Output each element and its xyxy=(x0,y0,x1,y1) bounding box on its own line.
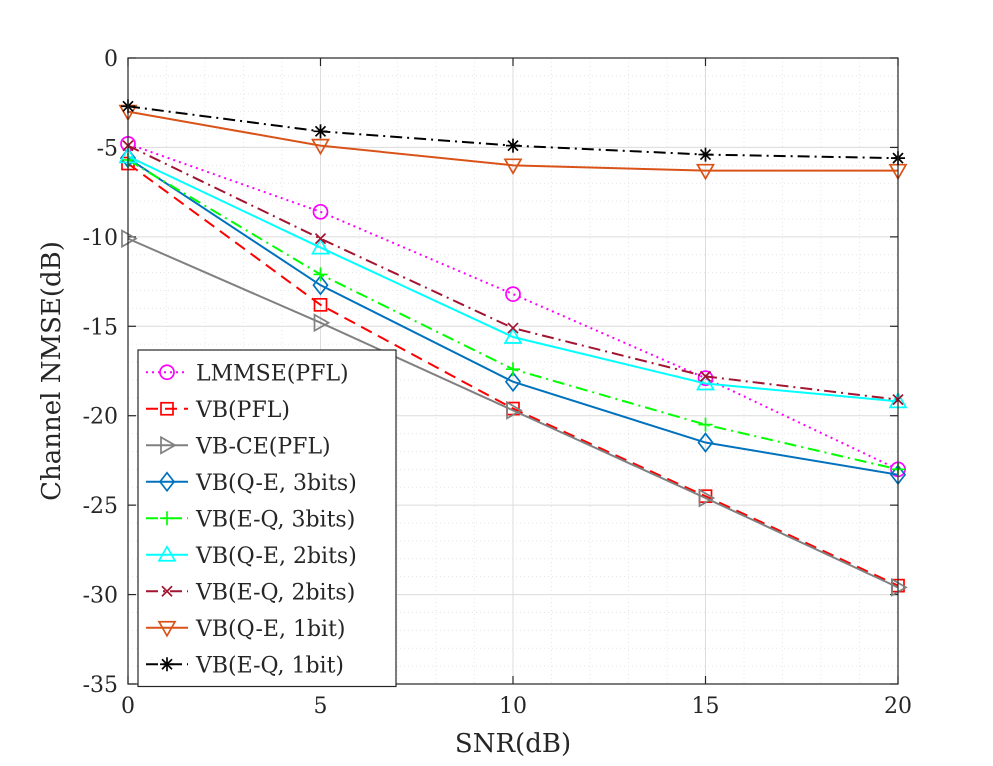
legend-entry: LMMSE(PFL) xyxy=(146,361,349,386)
x-axis-label: SNR(dB) xyxy=(455,729,571,759)
legend-label: VB-CE(PFL) xyxy=(195,434,331,459)
series-line xyxy=(127,157,899,476)
legend-marker xyxy=(160,435,177,455)
data-point xyxy=(121,229,138,249)
data-point xyxy=(504,371,522,393)
y-tick-label: 0 xyxy=(104,47,118,72)
plot-frame xyxy=(127,57,899,685)
legend-label: VB(Q-E, 2bits) xyxy=(195,544,357,569)
x-tick-label: 15 xyxy=(692,694,720,719)
data-point xyxy=(314,233,327,245)
legend-entry: VB(Q-E, 2bits) xyxy=(146,544,357,569)
data-point xyxy=(698,147,713,162)
series-line xyxy=(127,110,898,172)
legend-entry: VB-CE(PFL) xyxy=(146,434,331,459)
y-axis-label: Channel NMSE(dB) xyxy=(37,241,67,501)
x-tick-label: 10 xyxy=(499,694,527,719)
data-point xyxy=(506,400,523,420)
data-point xyxy=(313,124,328,139)
data-point xyxy=(698,488,716,508)
series-layer xyxy=(118,99,908,597)
series-line xyxy=(127,237,899,589)
legend-label: VB(E-Q, 1bit) xyxy=(195,653,344,678)
data-point xyxy=(699,370,712,382)
series-line xyxy=(127,162,899,587)
x-tick-label: 5 xyxy=(314,694,328,719)
legend-entry: VB(E-Q, 2bits) xyxy=(146,580,355,605)
data-point xyxy=(313,297,328,312)
series-line xyxy=(127,155,899,403)
data-point xyxy=(311,237,330,255)
x-tick-label: 0 xyxy=(121,694,135,719)
data-point xyxy=(505,286,521,302)
legend-label: VB(PFL) xyxy=(195,398,290,423)
legend-label: VB(E-Q, 2bits) xyxy=(195,580,355,605)
data-point xyxy=(313,267,328,282)
legend: LMMSE(PFL) VB(PFL) VB-CE(PFL) VB(Q-E, 3bits… xyxy=(137,349,397,688)
legend-label: LMMSE(PFL) xyxy=(196,361,349,386)
data-point xyxy=(503,327,523,344)
series-3 xyxy=(121,229,908,597)
data-point xyxy=(696,373,715,391)
legend-entry: VB(E-Q, 1bit) xyxy=(146,653,344,678)
data-point xyxy=(506,362,520,377)
data-point xyxy=(312,274,329,296)
data-point xyxy=(312,203,329,220)
legend-marker xyxy=(158,471,176,493)
data-point xyxy=(311,138,330,156)
legend-marker xyxy=(160,401,174,416)
legend-entry: VB(Q-E, 1bit) xyxy=(146,617,346,642)
legend-marker xyxy=(160,511,174,526)
data-point xyxy=(313,313,331,333)
y-tick-label: -30 xyxy=(83,584,118,609)
legend-marker xyxy=(157,620,177,638)
data-point xyxy=(503,158,523,176)
legend-label: VB(Q-E, 3bits) xyxy=(195,471,357,496)
tick-labels: 0 5 10 15 20 0 -5 -10 -15 -20 -25 -30 -35 xyxy=(83,47,912,719)
y-tick-label: -20 xyxy=(83,405,118,430)
legend-label: VB(E-Q, 3bits) xyxy=(195,507,355,532)
y-tick-label: -25 xyxy=(83,494,118,519)
legend-label: VB(Q-E, 1bit) xyxy=(195,617,346,642)
legend-entry: VB(Q-E, 3bits) xyxy=(146,471,357,496)
legend-entry: VB(E-Q, 3bits) xyxy=(146,507,355,532)
data-point xyxy=(507,322,519,334)
y-tick-label: -10 xyxy=(83,226,118,251)
legend-marker xyxy=(159,364,175,381)
data-point xyxy=(698,417,713,432)
legend-marker xyxy=(161,585,173,597)
data-point xyxy=(891,577,908,597)
data-point xyxy=(697,432,714,453)
y-tick-label: -5 xyxy=(97,136,118,161)
legend-entry: VB(PFL) xyxy=(146,398,290,423)
data-point xyxy=(696,163,715,181)
series-6 xyxy=(118,146,908,409)
y-tick-label: -35 xyxy=(83,673,118,698)
y-tick-label: -15 xyxy=(83,315,118,340)
legend-marker xyxy=(157,545,177,562)
data-point xyxy=(506,138,520,153)
x-tick-label: 20 xyxy=(884,694,912,719)
legend-marker xyxy=(160,657,174,672)
